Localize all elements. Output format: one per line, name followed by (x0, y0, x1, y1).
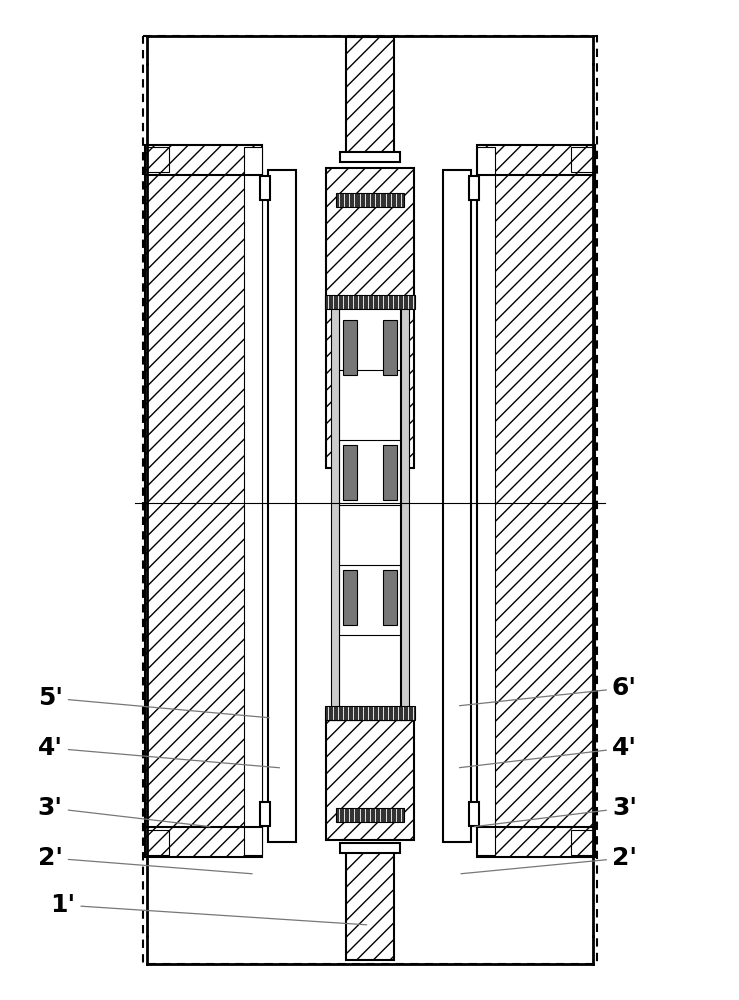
Bar (346, 37, 394, 160)
Bar (469, 802, 479, 826)
Text: 3': 3' (38, 796, 210, 827)
Bar (443, 170, 471, 842)
Bar (383, 445, 397, 500)
Bar (339, 300, 401, 720)
Bar (325, 706, 415, 720)
Bar (147, 830, 169, 855)
Bar (326, 168, 414, 468)
Bar (571, 147, 593, 172)
Bar (477, 145, 595, 857)
Bar (260, 802, 270, 826)
Bar (145, 145, 262, 857)
Text: 3': 3' (474, 796, 637, 827)
Bar (343, 570, 357, 625)
Text: 6': 6' (460, 676, 637, 706)
Bar (571, 830, 593, 855)
Bar (147, 147, 169, 172)
Bar (383, 570, 397, 625)
Text: 2': 2' (461, 846, 637, 874)
Text: 2': 2' (38, 846, 252, 874)
Bar (244, 147, 262, 855)
Bar (343, 445, 357, 500)
Bar (346, 845, 394, 960)
Text: 1': 1' (50, 893, 367, 925)
Bar (383, 320, 397, 375)
Bar (336, 808, 404, 822)
Text: 4': 4' (460, 736, 637, 768)
Bar (331, 300, 339, 720)
Bar (143, 36, 597, 964)
Bar (340, 152, 400, 162)
Bar (401, 300, 409, 720)
Bar (268, 170, 296, 842)
Bar (326, 720, 414, 840)
Text: 4': 4' (38, 736, 279, 768)
Bar (340, 843, 400, 853)
Text: 5': 5' (38, 686, 269, 718)
Bar (325, 295, 415, 309)
Bar (336, 193, 404, 207)
Bar (260, 176, 270, 200)
Bar (477, 147, 495, 855)
Bar (343, 320, 357, 375)
Bar (469, 176, 479, 200)
